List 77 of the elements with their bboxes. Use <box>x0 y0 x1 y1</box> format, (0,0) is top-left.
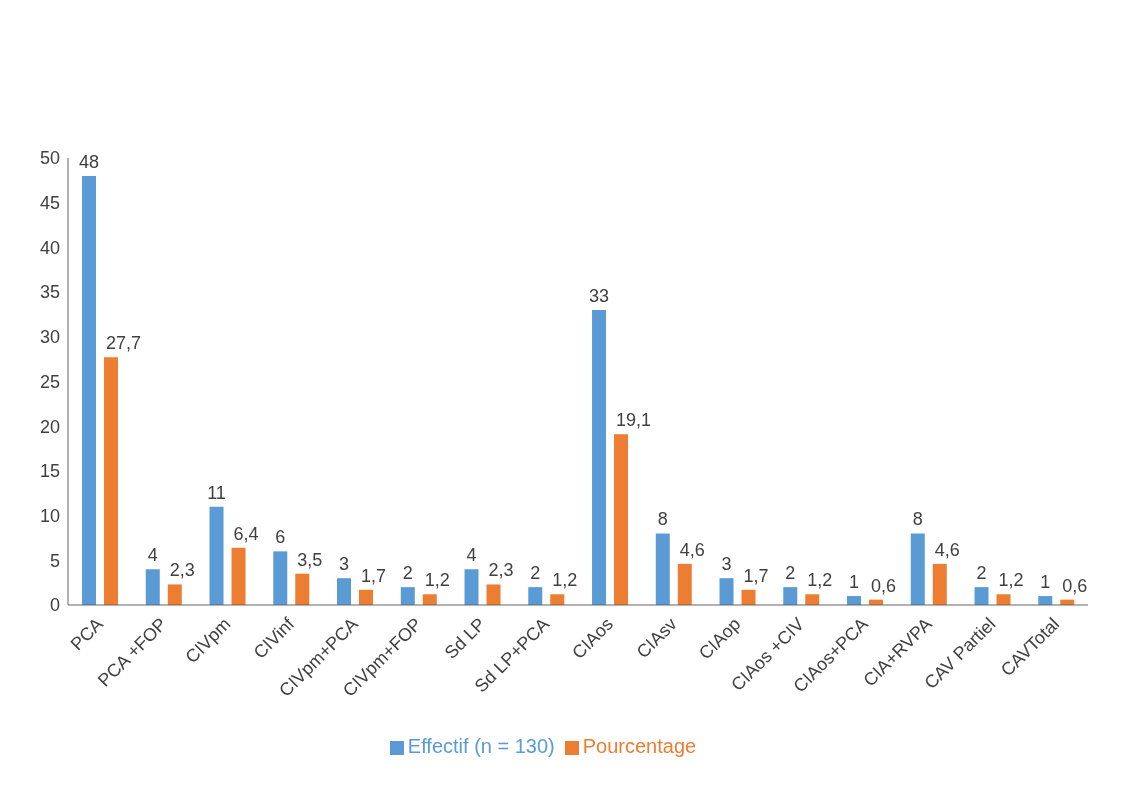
data-label: 2,3 <box>488 560 514 581</box>
bar <box>783 587 798 605</box>
x-tick-label: PCA <box>66 613 107 655</box>
data-label: 1 <box>849 572 860 593</box>
data-label: 4,6 <box>934 539 960 560</box>
bar <box>486 584 501 605</box>
data-label: 11 <box>207 482 226 503</box>
legend-label: Effectif (n = 130) <box>407 735 555 757</box>
x-tick-label: Sd LP <box>440 613 490 663</box>
legend-label: Pourcentage <box>582 735 697 757</box>
data-label: 3 <box>721 554 732 575</box>
y-tick-label: 0 <box>49 595 60 616</box>
data-label: 1,2 <box>424 570 450 591</box>
bar <box>337 578 352 605</box>
y-tick-label: 30 <box>39 327 60 348</box>
bar <box>847 596 862 605</box>
bar <box>464 569 479 605</box>
bar <box>82 175 97 605</box>
bar <box>359 589 374 605</box>
data-label: 4,6 <box>679 539 705 560</box>
bar <box>1038 596 1053 605</box>
data-label: 27,7 <box>106 333 142 354</box>
data-label: 1,7 <box>743 565 769 586</box>
bar <box>528 587 543 605</box>
bar <box>422 594 437 605</box>
data-label: 3,5 <box>297 549 323 570</box>
bar <box>741 589 756 605</box>
y-tick-label: 10 <box>39 505 60 526</box>
data-label: 1,2 <box>807 570 833 591</box>
bar <box>677 563 692 605</box>
bar <box>805 594 820 605</box>
y-tick-label: 20 <box>39 416 60 437</box>
bar <box>209 506 224 605</box>
y-tick-label: 50 <box>39 148 60 169</box>
bar <box>400 587 415 605</box>
y-tick-label: 35 <box>39 282 60 303</box>
data-label: 1,2 <box>998 570 1024 591</box>
data-label: 0,6 <box>871 575 897 596</box>
data-label: 19,1 <box>616 410 652 431</box>
bar <box>104 357 119 605</box>
bar <box>996 594 1011 605</box>
bar <box>295 573 310 605</box>
data-label: 2 <box>785 563 796 584</box>
data-label: 6 <box>275 527 286 548</box>
bar <box>231 547 246 605</box>
bar <box>932 563 947 605</box>
data-label: 2,3 <box>169 560 195 581</box>
data-label: 48 <box>79 151 100 172</box>
data-label: 1,2 <box>552 570 578 591</box>
data-label: 8 <box>657 509 668 530</box>
data-label: 6,4 <box>233 523 259 544</box>
bar <box>273 551 288 605</box>
data-label: 33 <box>589 285 610 306</box>
bar <box>592 309 607 605</box>
data-label: 4 <box>147 545 158 566</box>
bar <box>719 578 734 605</box>
data-label: 1 <box>1040 572 1051 593</box>
bar <box>655 533 670 605</box>
data-label: 2 <box>976 563 987 584</box>
data-label: 8 <box>912 509 923 530</box>
bar <box>974 587 989 605</box>
bar <box>614 434 629 605</box>
y-tick-label: 15 <box>39 461 60 482</box>
bar <box>910 533 925 605</box>
data-label: 2 <box>402 563 413 584</box>
bar <box>145 569 160 605</box>
bar <box>550 594 565 605</box>
data-label: 1,7 <box>361 565 387 586</box>
data-label: 4 <box>466 545 477 566</box>
data-label: 0,6 <box>1062 575 1088 596</box>
y-tick-label: 45 <box>39 193 60 214</box>
data-label: 2 <box>530 563 541 584</box>
y-tick-label: 25 <box>39 371 60 392</box>
bar <box>167 584 182 605</box>
y-tick-label: 5 <box>49 550 60 571</box>
y-tick-label: 40 <box>39 237 60 258</box>
data-label: 3 <box>339 554 350 575</box>
